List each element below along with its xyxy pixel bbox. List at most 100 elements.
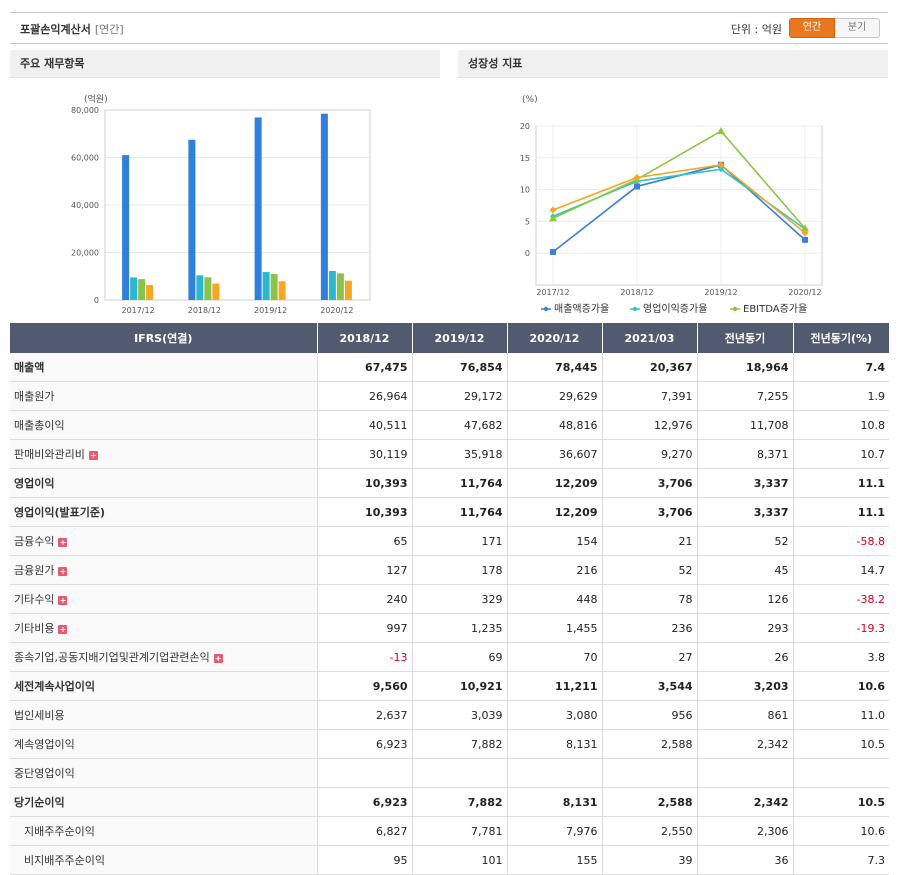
table-cell: 9,270 [601,439,697,469]
table-cell: 47,682 [411,410,507,440]
header-col: 전년동기 [696,323,793,353]
table-cell: 3,039 [411,700,507,730]
y-tick-label: 20 [520,122,530,131]
table-cell: 10.8 [792,410,889,440]
row-label-text: 종속기업,공동지배기업및관계기업관련손익 [14,651,210,664]
table-cell: 10,393 [316,468,412,498]
table-cell: 2,306 [696,816,793,846]
bar [138,279,146,300]
row-label: 금융수익 + [10,526,317,556]
row-label-text: 세전계속사업이익 [14,680,95,693]
series-line [552,163,806,234]
table-cell: 7,391 [601,381,697,411]
table-cell: 70 [506,642,602,672]
table-row: 세전계속사업이익 9,560 10,921 11,211 3,544 3,203 10.6 [10,671,889,701]
bar [344,280,352,300]
table-cell: 3,080 [506,700,602,730]
table-cell: 12,209 [506,497,602,527]
table-cell: 3,203 [696,671,793,701]
y-axis-unit: (%) [522,95,538,105]
table-row[interactable]: 금융원가 +127 178 216 52 45 14.7 [10,555,889,585]
row-label: 중단영업이익 [10,758,317,788]
expand-plus-icon[interactable]: + [58,567,68,576]
table-row[interactable]: 기타비용 +997 1,235 1,455 236 293 -19.3 [10,613,889,643]
table-cell [411,758,507,788]
x-tick-label: 2019/12 [254,306,287,314]
table-cell: 27 [601,642,697,672]
row-label-text: 법인세비용 [14,709,65,722]
bar [320,113,328,300]
toggle-quarter-button[interactable]: 분기 [835,18,880,38]
table-cell: 7,781 [411,816,507,846]
table-cell: -19.3 [792,613,889,643]
table-cell: 30,119 [316,439,412,469]
table-cell: 12,209 [506,468,602,498]
row-label-text: 매출총이익 [14,419,65,432]
row-label: 법인세비용 [10,700,317,730]
table-cell: 7,976 [506,816,602,846]
expand-plus-icon[interactable]: + [58,596,68,605]
table-row[interactable]: 금융수익 +65 171 154 21 52 -58.8 [10,526,889,556]
y-tick-label: 10 [520,186,530,195]
toggle-annual-button[interactable]: 연간 [789,18,835,38]
row-label: 판매비와관리비 + [10,439,317,469]
row-label-text: 당기순이익 [14,796,65,809]
row-label: 기타비용 + [10,613,317,643]
data-point [550,248,556,255]
table-row[interactable]: 종속기업,공동지배기업및관계기업관련손익 + -13 69 70 27 26 3.8 [10,642,889,672]
table-cell: 76,854 [411,353,507,382]
table-cell: 1,235 [411,613,507,643]
data-point [634,183,640,190]
expand-plus-icon[interactable]: + [58,625,68,634]
data-point [801,229,809,237]
expand-plus-icon[interactable]: + [58,538,68,547]
row-label-text: 매출원가 [14,390,55,403]
data-point [718,166,724,173]
table-cell: -13 [316,642,412,672]
data-point [549,206,557,214]
table-cell: 3.8 [792,642,889,672]
table-cell [601,758,697,788]
table-cell: 78,445 [506,353,602,382]
table-cell: 40,511 [316,410,412,440]
legend-marker [543,306,549,312]
table-cell: 293 [696,613,793,643]
table-row[interactable]: 기타수익 +240 329 448 78 126 -38.2 [10,584,889,614]
table-cell: 126 [696,584,793,614]
table-cell: 10.6 [792,671,889,701]
row-label: 영업이익(발표기준) [10,497,317,527]
table-cell: 2,637 [316,700,412,730]
row-label: 당기순이익 [10,787,317,817]
table-cell: 78 [601,584,697,614]
table-cell: 2,588 [601,787,697,817]
table-cell: 39 [601,845,697,875]
table-row[interactable]: 판매비와관리비 +30,119 35,918 36,607 9,270 8,371 10.7 [10,439,889,469]
header-col: 2020/12 [506,323,602,353]
table-cell: 329 [411,584,507,614]
table-cell: 6,827 [316,816,412,846]
expand-plus-icon[interactable]: + [88,451,98,460]
row-label-text: 판매비와관리비 [14,448,85,461]
row-label-text: 매출액 [14,361,45,374]
bar [122,155,130,300]
expand-plus-icon[interactable]: + [213,654,223,663]
legend-marker [632,306,638,312]
table-cell: 861 [696,700,793,730]
period-toggle: 연간 분기 [789,18,880,38]
bar [278,281,286,300]
table-row: 매출원가 26,964 29,172 29,629 7,391 7,255 1.9 [10,381,889,411]
table-cell [316,758,412,788]
table-cell: 8,371 [696,439,793,469]
table-cell: 3,706 [601,497,697,527]
table-cell: 10.5 [792,787,889,817]
series-line [552,130,806,229]
data-point [549,214,557,222]
table-row: 영업이익 10,393 11,764 12,209 3,706 3,337 11.1 [10,468,889,498]
table-cell: 36 [696,845,793,875]
table-cell: 240 [316,584,412,614]
table-cell: 11,211 [506,671,602,701]
header-col: 2019/12 [411,323,507,353]
row-label-text: 기타수익 [14,593,55,606]
table-cell: 236 [601,613,697,643]
table-cell: 26,964 [316,381,412,411]
